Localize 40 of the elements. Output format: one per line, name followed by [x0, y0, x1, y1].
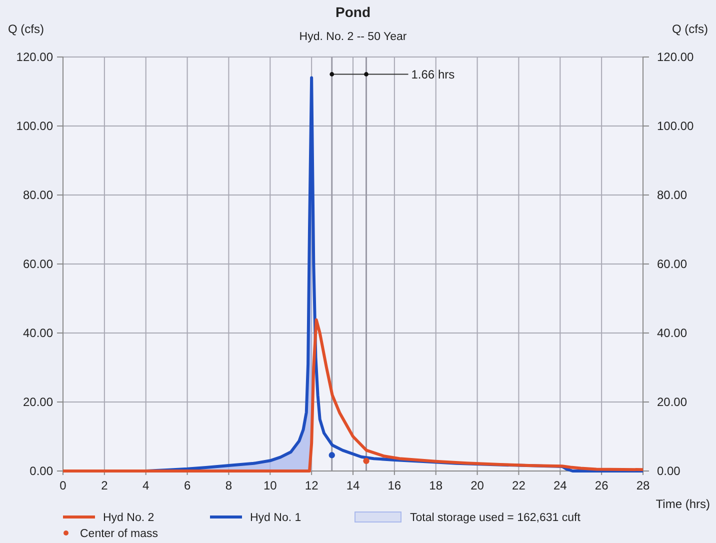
y2-tick-label: 80.00 [657, 188, 688, 202]
y-tick-label: 80.00 [22, 188, 54, 202]
legend-label: Center of mass [80, 528, 158, 540]
y-tick-label: 0.00 [30, 464, 54, 478]
y-tick-label: 100.00 [16, 118, 54, 133]
y2-axis-title: Q (cfs) [672, 22, 708, 36]
x-tick-label: 28 [636, 478, 650, 493]
y2-tick-label: 20.00 [657, 394, 688, 409]
legend-label: Hyd No. 2 [103, 512, 154, 524]
y2-tick-label: 100.00 [657, 118, 694, 133]
x-tick-label: 18 [429, 478, 443, 493]
x-tick-label: 4 [142, 478, 150, 493]
annotation: 1.66 hrs [411, 67, 455, 82]
x-tick-label: 8 [225, 478, 232, 493]
y-tick-label: 60.00 [22, 256, 54, 271]
legend-label: Total storage used = 162,631 cuft [410, 512, 582, 524]
legend-label: Hyd No. 1 [250, 512, 302, 524]
line-series [62, 318, 644, 472]
y-tick-label: 40.00 [22, 326, 54, 340]
x-tick-label: 10 [263, 478, 278, 493]
x-tick-label: 6 [184, 478, 191, 493]
chart-title: Pond [336, 4, 370, 20]
x-axis-title: Time (hrs) [656, 497, 710, 511]
y-tick-label: 120.00 [16, 50, 54, 64]
x-tick-label: 2 [101, 478, 108, 493]
y-axis-title: Q (cfs) [8, 22, 44, 36]
x-tick-label: 26 [594, 478, 609, 493]
x-tick-label: 14 [346, 478, 360, 493]
x-tick-label: 0 [60, 478, 67, 493]
chart-subtitle: Hyd. No. 2 -- 50 Year [299, 31, 407, 43]
y2-tick-label: 0.00 [657, 464, 681, 478]
x-tick-label: 16 [388, 478, 402, 493]
y2-tick-label: 40.00 [657, 326, 688, 340]
y-tick-label: 20.00 [22, 394, 54, 409]
x-tick-label: 12 [304, 478, 319, 493]
y2-tick-label: 120.00 [657, 50, 694, 64]
y2-tick-label: 60.00 [657, 256, 688, 271]
x-tick-label: 20 [470, 478, 484, 493]
x-tick-label: 24 [553, 478, 568, 493]
x-tick-label: 22 [512, 478, 526, 493]
